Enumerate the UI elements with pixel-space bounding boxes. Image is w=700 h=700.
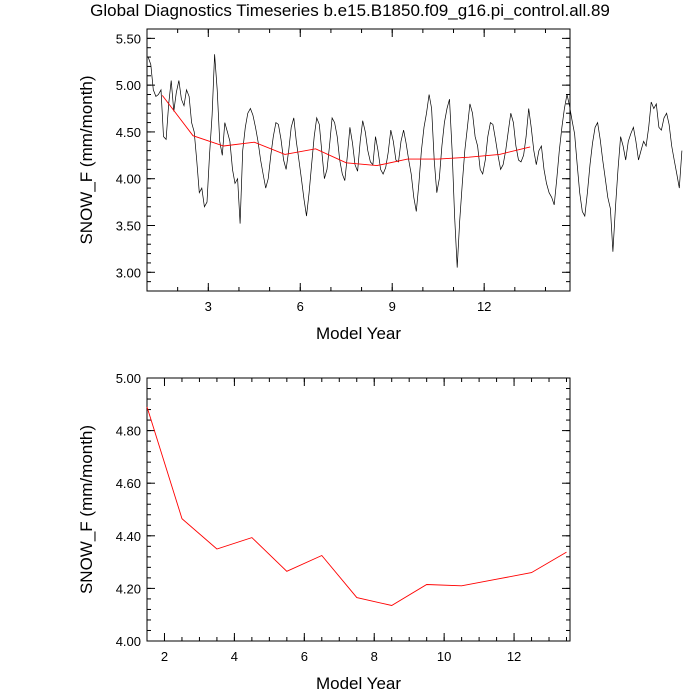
y-tick-label: 5.00 bbox=[116, 78, 141, 93]
bottom-chart: 4.00 4.20 4.40 4.60 4.80 5.00 2 4 6 8 10 12 Model Ye… bbox=[77, 371, 571, 693]
x-tick-label: 8 bbox=[371, 649, 378, 664]
y-tick-label: 3.50 bbox=[116, 219, 141, 234]
y-tick-label: 3.00 bbox=[116, 265, 141, 280]
annual-mean-line bbox=[146, 406, 567, 606]
y-tick-label: 4.40 bbox=[116, 529, 141, 544]
y-tick-label: 4.50 bbox=[116, 125, 141, 140]
x-tick-label: 10 bbox=[437, 649, 451, 664]
plot-frame bbox=[146, 377, 571, 642]
y-axis-label: SNOW_F (mm/month) bbox=[77, 75, 96, 244]
x-axis-label: Model Year bbox=[316, 324, 401, 343]
y-tick-label: 5.00 bbox=[116, 371, 141, 386]
x-tick-label: 6 bbox=[297, 299, 304, 314]
x-axis-label: Model Year bbox=[316, 674, 401, 693]
y-tick-label: 4.00 bbox=[116, 172, 141, 187]
x-tick-label: 9 bbox=[389, 299, 396, 314]
top-chart: 3.00 3.50 4.00 4.50 5.00 5.50 3 6 9 12 Model Year S… bbox=[77, 28, 683, 343]
y-tick-label: 4.20 bbox=[116, 581, 141, 596]
y-tick-label: 4.00 bbox=[116, 634, 141, 649]
y-tick-label: 5.50 bbox=[116, 31, 141, 46]
x-tick-label: 6 bbox=[301, 649, 308, 664]
annual-mean-line bbox=[161, 95, 531, 167]
y-tick-label: 4.80 bbox=[116, 424, 141, 439]
x-tick-label: 12 bbox=[477, 299, 491, 314]
x-tick-label: 4 bbox=[231, 649, 238, 664]
x-tick-label: 12 bbox=[507, 649, 521, 664]
chart-title: Global Diagnostics Timeseries b.e15.B185… bbox=[90, 1, 610, 20]
x-tick-label: 2 bbox=[161, 649, 168, 664]
y-axis-label: SNOW_F (mm/month) bbox=[77, 425, 96, 594]
y-tick-label: 4.60 bbox=[116, 476, 141, 491]
x-tick-label: 3 bbox=[205, 299, 212, 314]
monthly-series-line bbox=[147, 54, 683, 268]
